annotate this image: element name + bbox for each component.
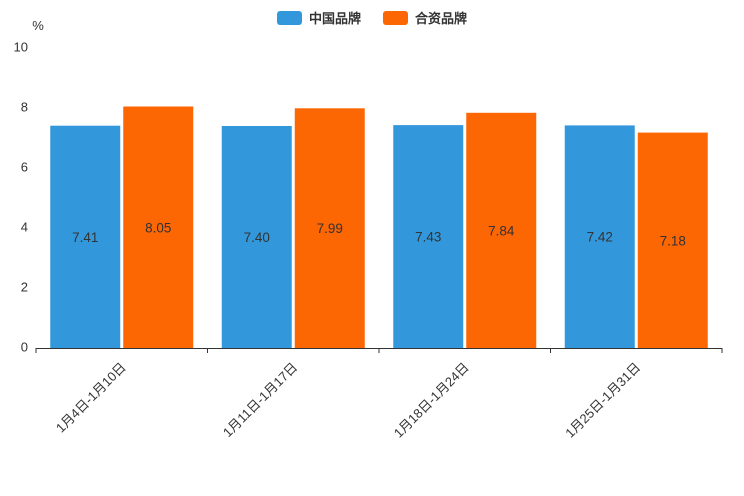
legend-item-china-brand[interactable]: 中国品牌 — [276, 8, 361, 27]
bar-合资品牌-1[interactable] — [294, 108, 365, 348]
bar-中国品牌-1[interactable] — [221, 126, 292, 348]
bar-value-label: 7.42 — [587, 230, 613, 245]
y-tick-label: 4 — [21, 219, 28, 234]
x-category-label: 1月11日-1月17日 — [220, 360, 300, 440]
x-category-label: 1月25日-1月31日 — [562, 360, 643, 441]
y-axis-unit-label: % — [32, 18, 44, 33]
bar-合资品牌-3[interactable] — [637, 132, 708, 348]
bar-value-label: 7.99 — [317, 221, 343, 236]
y-tick-label: 10 — [14, 39, 28, 54]
y-tick-label: 0 — [21, 339, 28, 354]
bar-value-label: 8.05 — [145, 220, 171, 235]
bar-中国品牌-0[interactable] — [50, 125, 121, 348]
bar-value-label: 7.41 — [72, 230, 98, 245]
bar-value-label: 7.18 — [660, 233, 686, 248]
legend-swatch-joint-venture-brand — [383, 10, 408, 25]
legend-item-joint-venture-brand[interactable]: 合资品牌 — [383, 8, 467, 27]
y-tick-label: 8 — [21, 99, 28, 114]
bar-value-label: 7.43 — [415, 230, 441, 245]
x-category-label: 1月4日-1月10日 — [53, 360, 129, 436]
y-tick-label: 2 — [21, 279, 28, 294]
y-tick-label: 6 — [21, 159, 28, 174]
legend: 中国品牌 合资品牌 — [0, 8, 744, 27]
bar-中国品牌-3[interactable] — [564, 125, 635, 349]
legend-label-joint-venture-brand: 合资品牌 — [415, 11, 468, 26]
bar-value-label: 7.40 — [244, 230, 270, 245]
x-category-label: 1月18日-1月24日 — [391, 360, 472, 441]
legend-swatch-china-brand — [276, 10, 302, 25]
legend-label-china-brand: 中国品牌 — [308, 11, 361, 26]
bar-中国品牌-2[interactable] — [393, 125, 464, 348]
bar-value-label: 7.84 — [488, 223, 515, 238]
bar-合资品牌-2[interactable] — [466, 112, 537, 348]
bar-合资品牌-0[interactable] — [123, 106, 194, 349]
